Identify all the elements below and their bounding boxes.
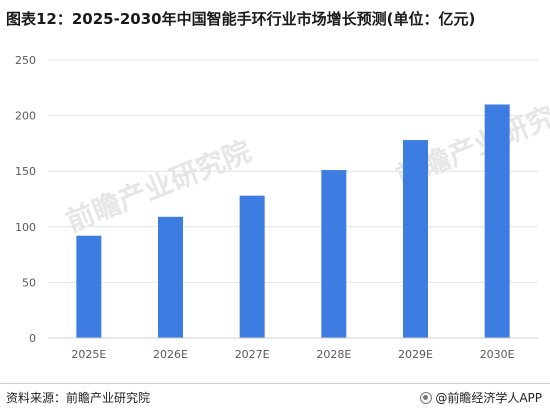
bar-2029E	[403, 140, 428, 338]
bar-2025E	[76, 235, 102, 338]
y-tick-label: 50	[22, 276, 36, 289]
brand-logo-icon	[420, 391, 433, 404]
brand-credit: @前瞻经济学人APP	[420, 389, 542, 406]
grid-lines	[48, 59, 538, 283]
y-tick-label: 200	[15, 110, 36, 123]
y-tick-label: 150	[15, 165, 36, 178]
brand-label: @前瞻经济学人APP	[435, 391, 542, 405]
bar-2027E	[239, 195, 265, 338]
y-axis-ticks: 0 50 100 150 200 250	[15, 54, 36, 345]
x-tick-label: 2026E	[153, 348, 188, 361]
x-tick-label: 2028E	[316, 348, 351, 361]
x-tick-label: 2025E	[71, 348, 106, 361]
y-tick-label: 100	[15, 221, 36, 234]
bars	[76, 104, 510, 338]
bar-2030E	[484, 104, 510, 338]
x-tick-label: 2027E	[235, 348, 270, 361]
bar-2028E	[321, 170, 347, 338]
x-axis-ticks: 2025E 2026E 2027E 2028E 2029E 2030E	[71, 348, 514, 361]
bar-chart: 0 50 100 150 200 250 2025E 2026E 2027E 2028E 2029…	[15, 54, 538, 361]
footer-divider	[0, 383, 550, 384]
y-tick-label: 250	[15, 54, 36, 67]
x-tick-label: 2030E	[480, 348, 515, 361]
source-note: 资料来源：前瞻产业研究院	[6, 391, 151, 405]
bar-2026E	[158, 216, 183, 338]
chart-title: 图表12：2025-2030年中国智能手环行业市场增长预测(单位：亿元)	[6, 10, 476, 28]
x-tick-label: 2029E	[398, 348, 433, 361]
y-tick-label: 0	[29, 332, 36, 345]
